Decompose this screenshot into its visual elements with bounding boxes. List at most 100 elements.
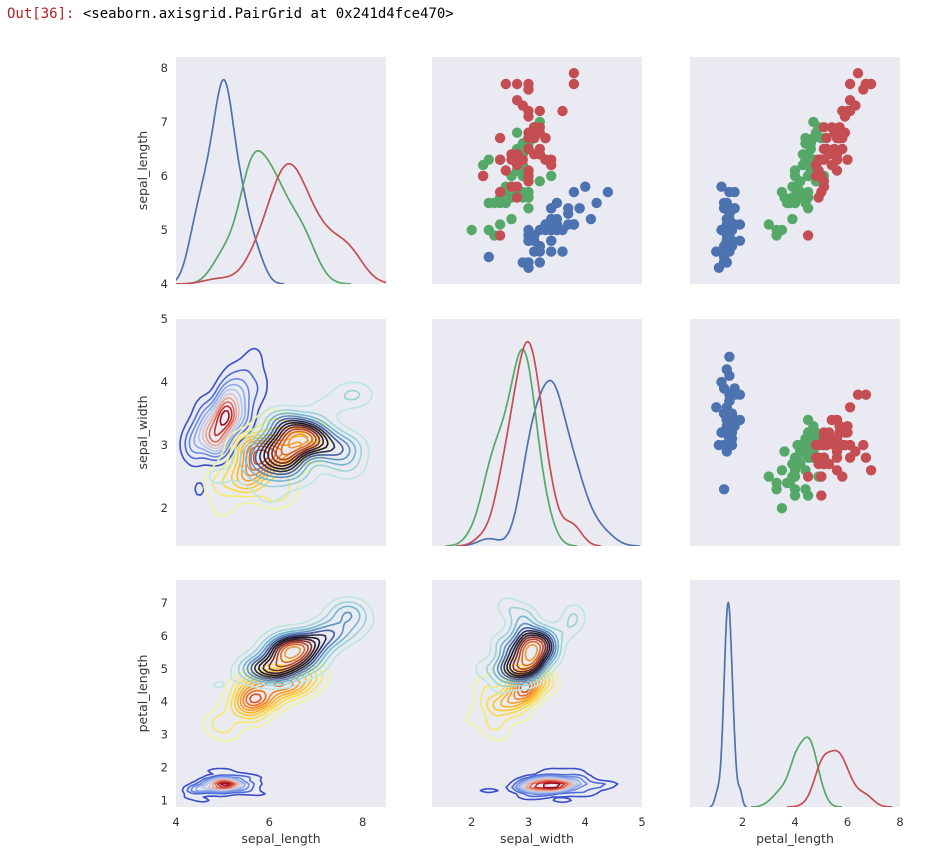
x-tick-label: 6 (266, 815, 273, 829)
point-setosa (568, 186, 580, 198)
y-tick-label: 8 (161, 61, 168, 75)
kde-contour-sepal_width-vs-sepal_length (179, 347, 373, 517)
point-versicolor (789, 165, 801, 176)
contour-setosa (205, 397, 238, 447)
point-versicolor (789, 490, 801, 501)
point-virginica (826, 414, 837, 426)
point-virginica (494, 154, 506, 165)
point-virginica (810, 452, 822, 463)
point-virginica (858, 439, 869, 451)
point-virginica (802, 471, 814, 482)
point-versicolor (546, 170, 557, 182)
point-virginica (826, 122, 837, 133)
point-virginica (829, 149, 840, 160)
y-tick-label: 6 (161, 169, 168, 183)
contour-virginica (246, 611, 353, 682)
contour-versicolor (485, 666, 551, 717)
contour-setosa (219, 782, 231, 787)
contour-virginica (512, 636, 547, 673)
point-virginica (523, 105, 534, 117)
contour-setosa (214, 780, 236, 789)
point-setosa (557, 246, 568, 257)
point-setosa (591, 197, 602, 209)
contour-setosa (511, 773, 606, 798)
point-virginica (818, 452, 830, 463)
point-versicolor (792, 452, 803, 463)
contour-virginica (509, 634, 549, 675)
point-versicolor (483, 154, 494, 165)
point-versicolor (776, 503, 788, 514)
contour-setosa (219, 410, 230, 426)
contour-setosa (201, 392, 240, 450)
point-versicolor (466, 224, 477, 236)
contour-virginica (250, 415, 351, 479)
point-setosa (534, 257, 545, 268)
contour-virginica (287, 433, 309, 449)
contour-virginica (506, 632, 551, 677)
contour-setosa (193, 383, 246, 455)
kde-diagonal-sepal_length (176, 78, 386, 284)
point-setosa (602, 186, 614, 198)
point-virginica (523, 143, 534, 155)
point-versicolor (506, 213, 517, 225)
point-versicolor (763, 471, 774, 482)
x-axis-label: sepal_length (241, 831, 320, 846)
contour-virginica (475, 597, 586, 694)
contour-setosa (198, 388, 243, 452)
point-virginica (837, 105, 848, 117)
point-setosa (483, 251, 494, 263)
point-virginica (865, 465, 877, 476)
point-versicolor (797, 159, 809, 171)
point-virginica (818, 122, 830, 133)
point-virginica (511, 95, 523, 106)
contour-setosa (184, 369, 259, 462)
point-versicolor (763, 219, 774, 230)
point-versicolor (483, 224, 494, 236)
x-tick-label: 2 (468, 815, 475, 829)
point-virginica (810, 439, 822, 451)
point-setosa (568, 219, 580, 230)
point-versicolor (771, 224, 782, 236)
contour-setosa (213, 405, 233, 437)
point-virginica (511, 154, 523, 165)
point-setosa (718, 257, 730, 268)
contour-virginica (280, 430, 313, 456)
x-tick-label: 4 (582, 815, 589, 829)
panel-petal_length-vs-petal_length (690, 580, 900, 807)
point-versicolor (779, 446, 790, 457)
point-virginica (844, 452, 856, 463)
point-virginica (831, 452, 843, 463)
x-tick-label: 8 (896, 815, 903, 829)
contour-virginica (516, 638, 544, 670)
y-tick-label: 2 (161, 501, 168, 515)
point-virginica (818, 176, 830, 187)
contour-setosa (534, 781, 566, 790)
point-setosa (734, 389, 746, 400)
y-tick-label: 5 (161, 223, 168, 237)
point-virginica (834, 132, 845, 144)
point-setosa (724, 395, 735, 407)
contour-setosa (181, 767, 266, 803)
kde-contour-petal_length-vs-sepal_length (181, 596, 375, 803)
contour-virginica (263, 422, 329, 470)
point-virginica (816, 490, 827, 501)
point-virginica (860, 78, 872, 90)
contour-setosa (216, 781, 234, 788)
x-axis-label: sepal_width (500, 831, 574, 846)
y-tick-label: 5 (161, 312, 168, 326)
point-setosa (711, 402, 722, 413)
point-virginica (852, 389, 864, 400)
point-versicolor (802, 414, 814, 426)
point-virginica (534, 105, 545, 117)
point-virginica (816, 154, 827, 165)
point-setosa (585, 213, 597, 225)
point-setosa (540, 224, 551, 236)
contour-virginica (239, 389, 363, 488)
point-setosa (523, 257, 534, 268)
contour-versicolor (202, 657, 331, 742)
contour-virginica (492, 615, 560, 685)
point-setosa (721, 364, 732, 375)
point-setosa (734, 235, 746, 246)
point-virginica (844, 402, 856, 413)
point-setosa (551, 197, 563, 209)
